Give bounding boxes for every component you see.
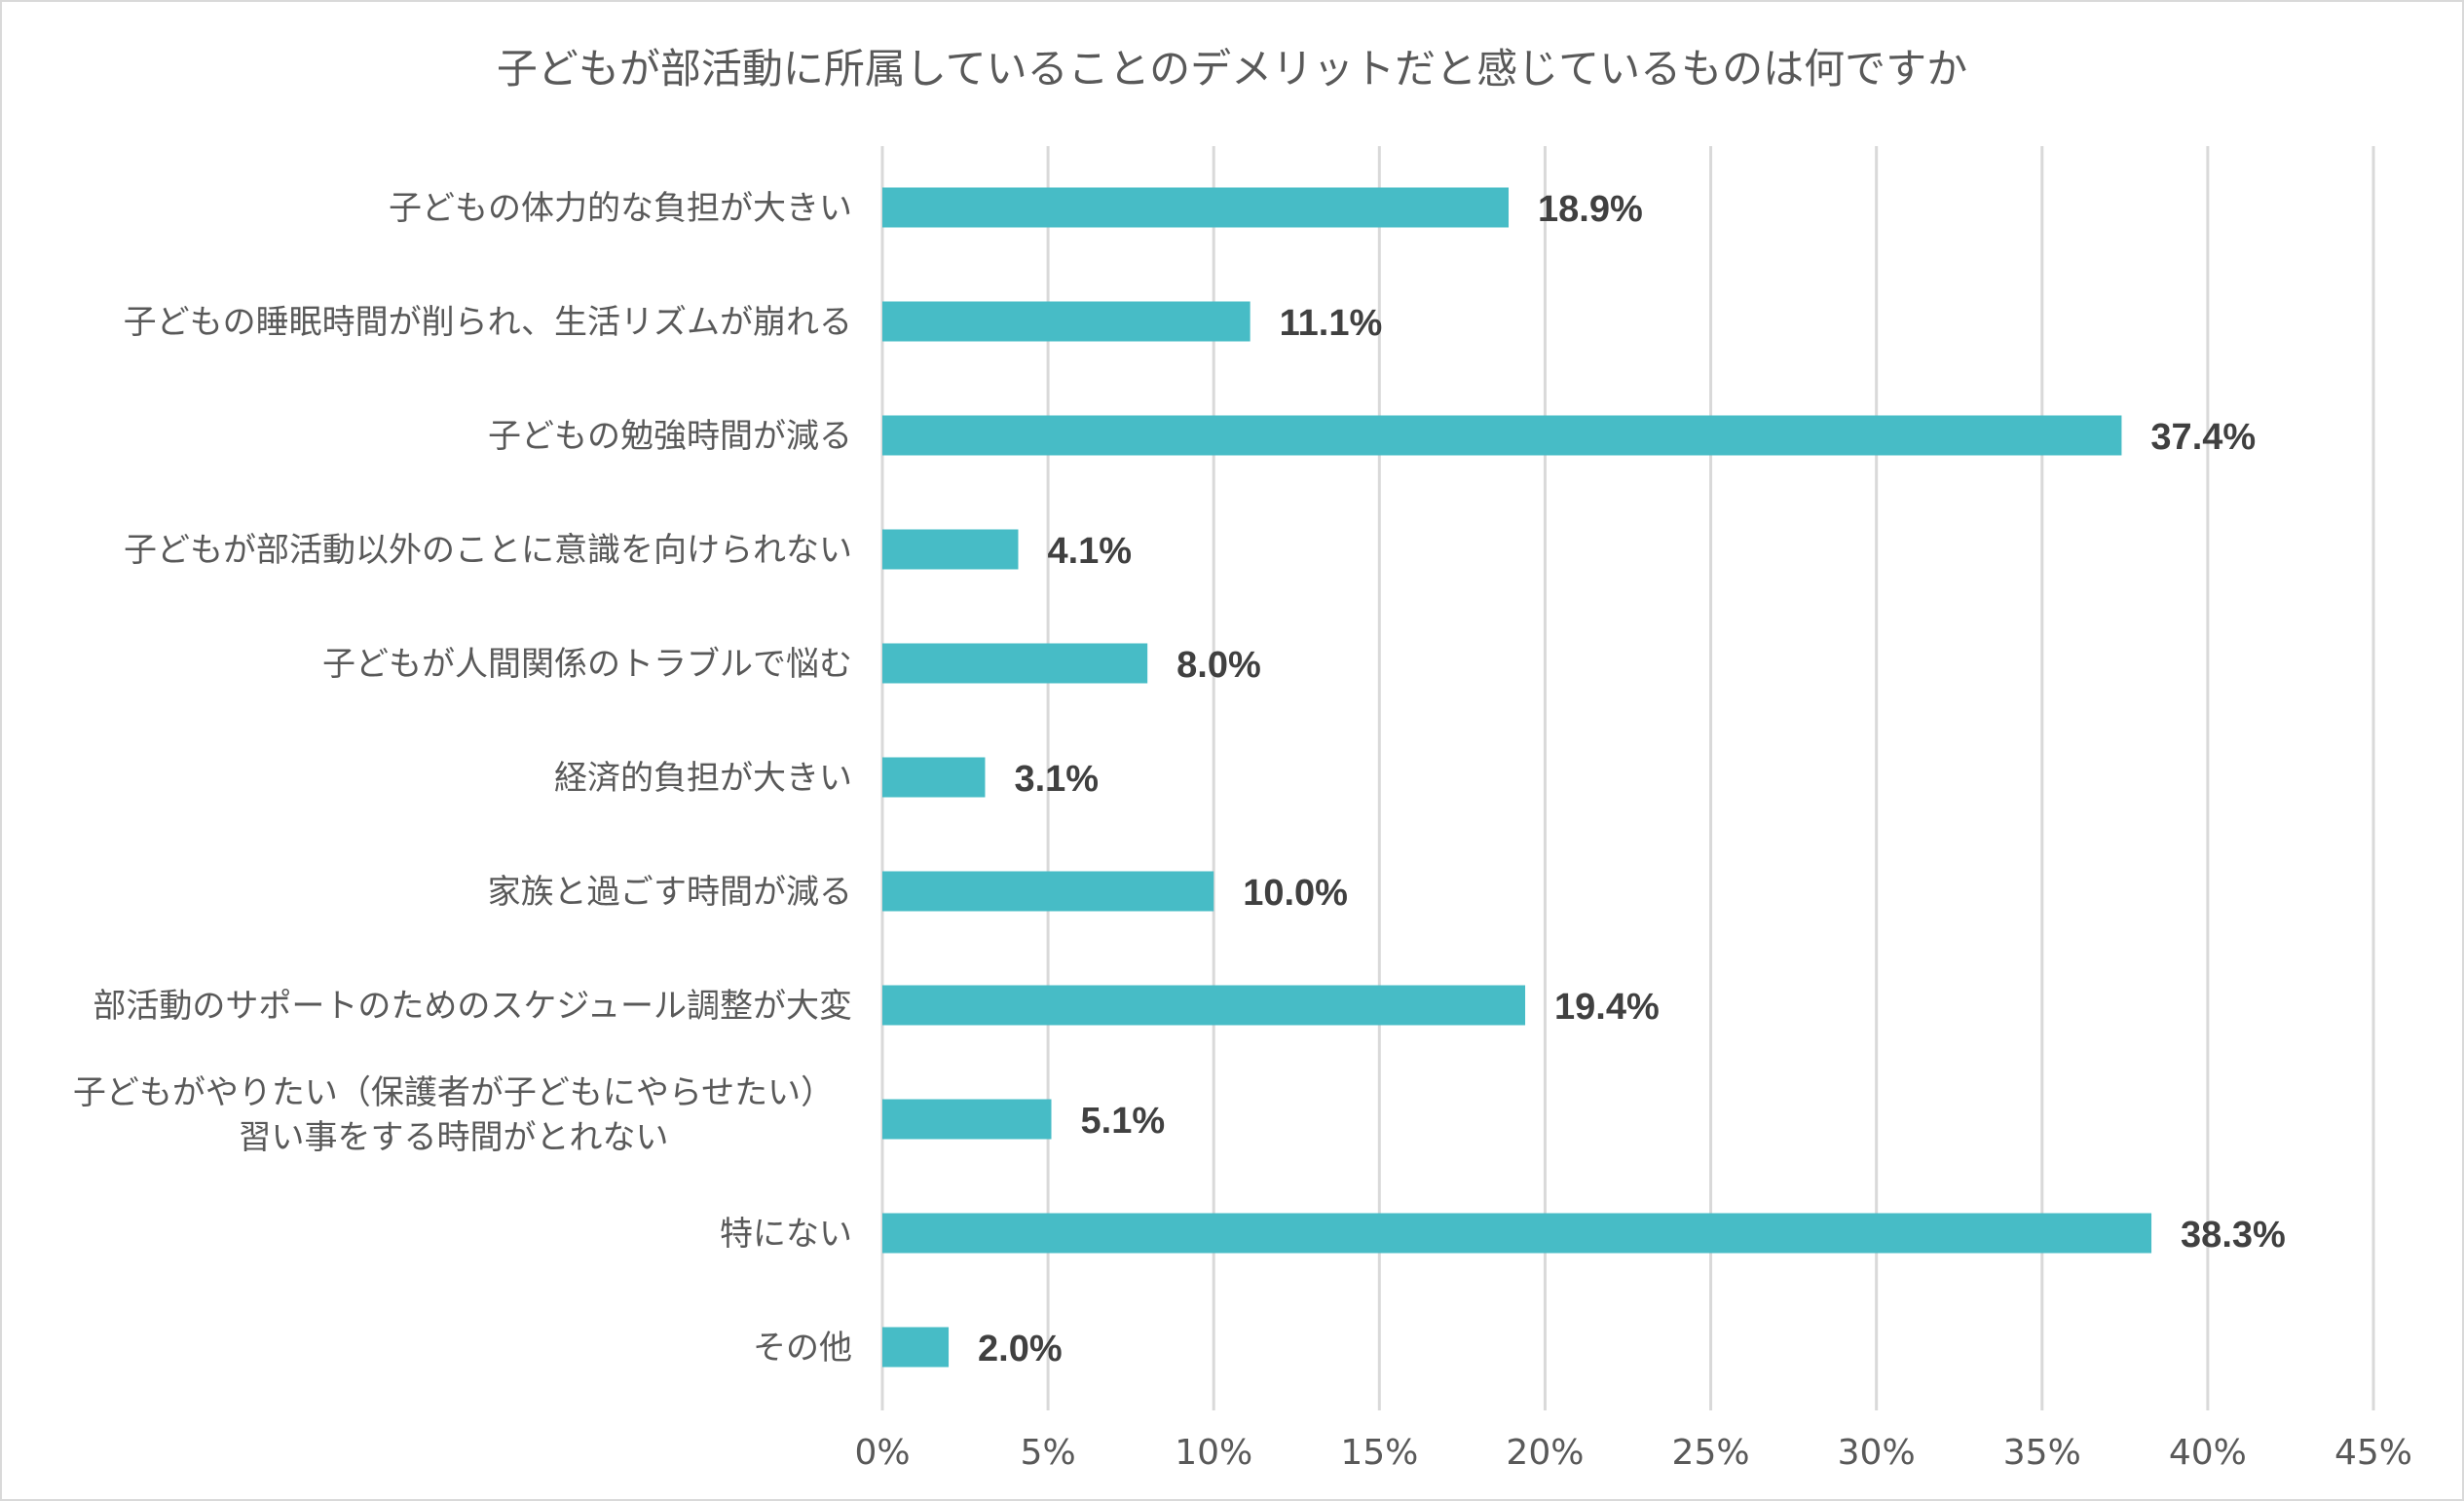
data-label: 19.4% [1554, 987, 1660, 1028]
bar [882, 187, 1510, 228]
x-tick-label: 5% [1021, 1433, 1076, 1473]
bar [882, 1327, 950, 1368]
bar [882, 1099, 1052, 1140]
data-labels: 18.9% 11.1% 37.4% 4.1% 8.0% 3.1% 10.0% 19.4% 5.1… [978, 189, 2286, 1370]
x-tick-label: 0% [854, 1433, 910, 1473]
bars [882, 187, 2152, 1368]
category-label: その他 [753, 1329, 852, 1368]
category-label-line: 子どもがやりたい（保護者が子どもにやらせたい） [73, 1073, 834, 1112]
bar [882, 415, 2122, 456]
category-label: 経済的負担が大きい [554, 759, 852, 798]
x-axis-tick-labels: 0% 5% 10% 15% 20% 25% 30% 35% 40% 45% [854, 1433, 2412, 1473]
data-label: 4.1% [1047, 531, 1132, 572]
category-label: 子どもの勉強時間が減る [488, 417, 852, 456]
category-label: 子どもの睡眠時間が削られ、生活リズムが崩れる [124, 303, 852, 342]
category-label: 子どもの体力的な負担が大きい [389, 189, 852, 228]
category-label: 部活動のサポートのためのスケジュール調整が大変 [93, 987, 852, 1026]
x-tick-label: 10% [1175, 1433, 1252, 1473]
data-label: 3.1% [1014, 759, 1099, 800]
category-label: 子どもがやりたい（保護者が子どもにやらせたい） 習い事をする時間がとれない [73, 1073, 834, 1157]
x-tick-label: 40% [2169, 1433, 2247, 1473]
x-tick-label: 15% [1340, 1433, 1418, 1473]
data-label: 11.1% [1280, 303, 1383, 344]
data-label: 37.4% [2150, 417, 2256, 458]
x-tick-label: 45% [2334, 1433, 2412, 1473]
bar [882, 301, 1251, 342]
bar [882, 757, 986, 798]
x-tick-label: 35% [2003, 1433, 2081, 1473]
data-label: 10.0% [1243, 873, 1348, 914]
chart-title: 子どもが部活動に所属していることのデメリットだと感じているものは何ですか [497, 45, 1967, 93]
x-tick-label: 30% [1838, 1433, 1916, 1473]
data-label: 18.9% [1538, 189, 1643, 230]
x-tick-label: 25% [1672, 1433, 1750, 1473]
category-label: 特にない [720, 1215, 852, 1254]
bar [882, 643, 1148, 684]
data-label: 2.0% [978, 1329, 1063, 1370]
gridlines [880, 146, 2375, 1410]
category-label: 子どもが人間関係のトラブルで悩む [322, 645, 852, 684]
bar [882, 529, 1019, 570]
bar [882, 1213, 2152, 1254]
data-label: 5.1% [1081, 1101, 1166, 1142]
data-label: 8.0% [1176, 645, 1261, 686]
bar [882, 985, 1526, 1026]
data-label: 38.3% [2181, 1215, 2286, 1256]
category-label: 家族と過ごす時間が減る [488, 873, 852, 912]
bar [882, 871, 1214, 912]
x-tick-label: 20% [1506, 1433, 1584, 1473]
category-label: 子どもが部活動以外のことに意識を向けられない [124, 531, 852, 570]
category-labels: 子どもの体力的な負担が大きい子どもの睡眠時間が削られ、生活リズムが崩れる子どもの… [73, 189, 852, 1368]
category-label-line: 習い事をする時間がとれない [239, 1118, 669, 1157]
